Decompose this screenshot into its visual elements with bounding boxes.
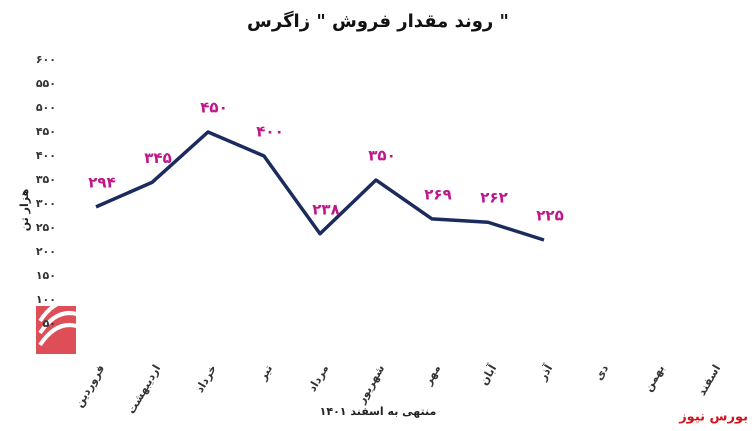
x-tick-label: خرداد — [193, 363, 219, 395]
y-tick-label: ۱۰۰ — [36, 293, 56, 306]
y-tick-label: ۴۵۰ — [36, 125, 56, 138]
y-tick-label: ۵۰ — [43, 317, 56, 330]
data-label: ۴۰۰ — [256, 123, 283, 141]
x-tick-label: بهمن — [642, 363, 668, 394]
x-tick-label: دی — [592, 362, 611, 382]
data-label: ۲۹۴ — [88, 173, 115, 191]
y-tick-label: ۲۵۰ — [36, 221, 56, 234]
x-tick-label: آبان — [476, 362, 499, 388]
logo — [36, 299, 87, 354]
source: بورس نیوز — [678, 410, 748, 425]
x-tick-label: آذر — [535, 362, 556, 384]
y-tick-label: ۳۰۰ — [36, 197, 56, 210]
series-line — [95, 130, 545, 242]
data-label: ۳۵۰ — [368, 147, 395, 165]
x-tick-label: تیر — [256, 363, 275, 384]
y-tick-label: ۵۵۰ — [36, 77, 56, 90]
x-tick-label: مهر — [421, 363, 443, 388]
data-label: ۲۲۵ — [536, 207, 563, 225]
data-label: ۳۴۵ — [144, 149, 171, 167]
data-label: ۲۶۲ — [480, 189, 507, 207]
x-tick-label: مرداد — [306, 363, 332, 394]
data-label: ۲۳۸ — [312, 200, 339, 218]
y-tick-label: ۲۰۰ — [36, 245, 56, 258]
x-tick-label: شهریور — [354, 363, 387, 407]
y-axis-label: هزار تن — [18, 189, 31, 231]
data-label: ۲۶۹ — [424, 185, 451, 203]
y-tick-label: ۱۵۰ — [36, 269, 56, 282]
x-tick-label: اسفند — [695, 363, 723, 398]
x-axis-label: منتهی به اسفند ۱۴۰۱ — [320, 405, 437, 418]
y-tick-label: ۵۰۰ — [36, 101, 56, 114]
y-tick-label: ۴۰۰ — [36, 149, 56, 162]
y-tick-label: ۶۰۰ — [36, 53, 56, 66]
x-tick-label: اردیبهشت — [125, 363, 163, 417]
x-tick-label: فروردین — [72, 363, 107, 410]
data-label: ۴۵۰ — [200, 99, 227, 117]
y-tick-label: ۳۵۰ — [36, 173, 56, 186]
chart-title: روند مقدار فروش " زاگرس " — [247, 10, 509, 32]
